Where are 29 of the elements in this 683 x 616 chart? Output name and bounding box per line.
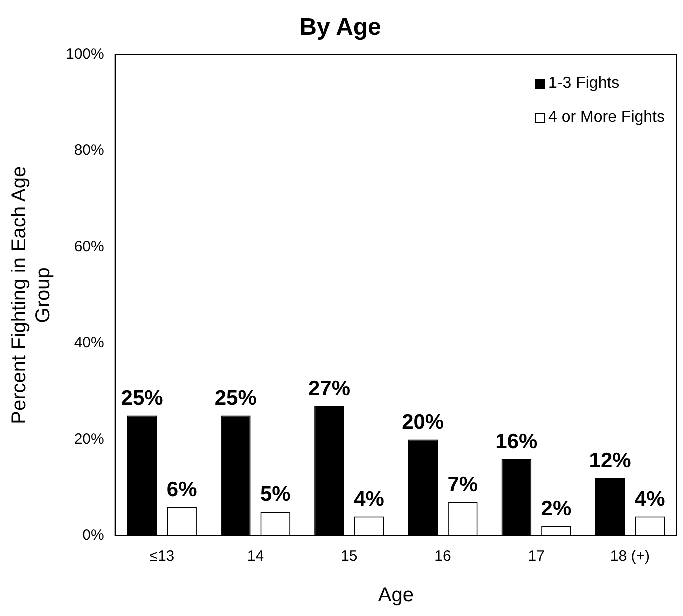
legend-label: 4 or More Fights <box>548 108 665 127</box>
y-tick-label: 100% <box>66 46 104 63</box>
data-label: 20% <box>402 411 444 434</box>
x-tick-label: 16 <box>434 548 452 566</box>
data-label: 5% <box>260 483 292 506</box>
data-label: 16% <box>496 430 538 454</box>
y-tick-label: 40% <box>74 334 104 352</box>
data-label: 25% <box>214 386 258 410</box>
x-tick-label: 15 <box>341 548 358 566</box>
x-tick-label: 14 <box>247 548 264 566</box>
y-tick-label: 0% <box>82 527 104 544</box>
x-tick-label: 17 <box>528 548 545 566</box>
x-tick-label: ≤13 <box>150 548 175 566</box>
legend-label: 1-3 Fights <box>548 74 620 93</box>
data-label: 12% <box>589 450 632 473</box>
x-tick-label: 18 (+) <box>610 548 650 566</box>
y-tick-label: 60% <box>74 238 104 256</box>
y-axis-title: Percent Fighting in Each Age Group <box>8 166 55 424</box>
data-label: 25% <box>121 386 164 410</box>
chart-title: By Age <box>300 14 382 42</box>
y-tick-label: 80% <box>74 142 104 160</box>
y-tick-label: 20% <box>74 430 104 448</box>
data-label: 2% <box>541 498 572 521</box>
x-axis-title: Age <box>378 584 414 607</box>
data-label: 6% <box>166 478 198 502</box>
data-label: 7% <box>448 474 478 497</box>
data-label: 4% <box>354 488 385 512</box>
data-label: 27% <box>308 377 351 400</box>
data-label: 4% <box>634 488 666 512</box>
